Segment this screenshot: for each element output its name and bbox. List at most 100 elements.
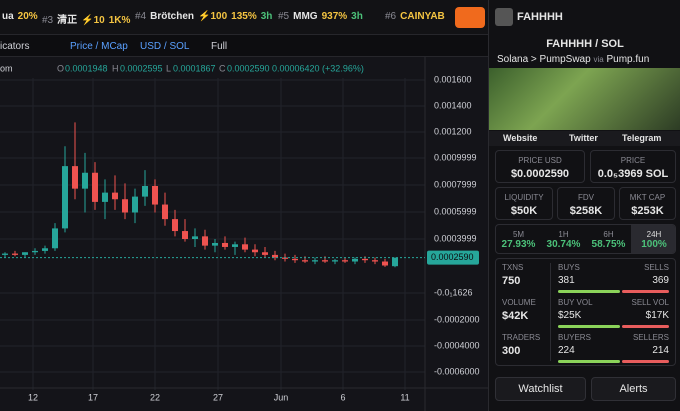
candle-body — [172, 219, 178, 232]
candle-body — [322, 260, 328, 262]
timeframe-tab[interactable]: 5M 27.93% — [496, 225, 541, 253]
stat-label: PRICE — [620, 156, 646, 165]
legend-low-label: L — [166, 63, 171, 73]
timeframe-label: 6H — [603, 230, 614, 239]
candle-body — [342, 260, 348, 262]
sell-ratio-bar — [622, 325, 669, 328]
price-label: 0.0005999 — [434, 206, 477, 216]
last-price-label: 0.0002590 — [431, 252, 474, 262]
candle-body — [202, 236, 208, 246]
price-label: -0.0002000 — [434, 314, 480, 324]
stat-box: PRICE 0.0₅3969 SOL — [590, 150, 676, 183]
candle-body — [102, 192, 108, 202]
rank: #6 — [385, 11, 397, 22]
stat-label: PRICE USD — [518, 156, 562, 165]
link-button[interactable]: Twitter — [569, 133, 598, 143]
sell-label: SELLERS — [632, 333, 669, 342]
sell-label: SELLS — [644, 263, 669, 272]
stat-box: FDV $258K — [557, 187, 615, 220]
candle-body — [362, 258, 368, 261]
stat-value: $0.0002590 — [510, 168, 570, 180]
link-button[interactable]: Website — [503, 133, 538, 143]
trending-button[interactable] — [455, 7, 485, 28]
dex[interactable]: PumpSwap — [539, 54, 591, 65]
candle-body — [12, 253, 18, 255]
token-change: 20% — [17, 11, 38, 22]
activity-label: TXNS — [502, 263, 524, 272]
price-label: 0.0003999 — [434, 233, 477, 243]
trending-item[interactable]: #6 CAINYAB — [385, 11, 449, 22]
legend-open: 0.0001948 — [65, 63, 108, 73]
stat-label: LIQUIDITY — [504, 193, 544, 202]
trending-item[interactable]: #5 MMG 937% 3h — [278, 11, 367, 22]
timeframe-tab[interactable]: 1H 30.74% — [541, 225, 586, 253]
buy-ratio-bar — [558, 290, 620, 293]
via: via — [593, 55, 604, 64]
candle-body — [292, 258, 298, 261]
buy-label: BUY VOL — [558, 298, 593, 307]
date-label: 6 — [340, 392, 345, 402]
buy-ratio-bar — [558, 360, 620, 363]
price-mcap-toggle[interactable]: Price / MCap — [70, 41, 128, 52]
candle-body — [22, 252, 28, 255]
candle-body — [242, 244, 248, 250]
buy-value: 224 — [558, 345, 575, 356]
candle-body — [212, 242, 218, 246]
candle-body — [392, 257, 398, 267]
timeframe-label: 1H — [558, 230, 569, 239]
age: 3h — [260, 11, 273, 22]
stat-label: FDV — [578, 193, 594, 202]
chart-toolbar: icators Price / MCap USD / SOL Full — [0, 35, 488, 57]
stat-box: MKT CAP $253K — [619, 187, 676, 220]
candle-body — [302, 260, 308, 262]
candle-body — [192, 236, 198, 239]
token-change: 135% — [231, 11, 257, 22]
indicators-button[interactable]: icators — [0, 41, 30, 52]
candle-body — [272, 254, 278, 258]
legend-change: 0.00006420 (+32.96%) — [272, 63, 364, 73]
launchpad[interactable]: Pump.fun — [606, 54, 650, 65]
timeframe-tab[interactable]: 6H 58.75% — [586, 225, 631, 253]
watchlist-button[interactable]: Watchlist — [495, 377, 586, 401]
candle-body — [162, 204, 168, 220]
price-label: 0.001200 — [434, 126, 472, 136]
timeframe-tab[interactable]: 24H 100% — [631, 225, 675, 253]
date-label: 27 — [213, 392, 223, 402]
price-label: 0.001400 — [434, 100, 472, 110]
legend-open-label: O — [57, 63, 64, 73]
candle-body — [122, 199, 128, 213]
legend-high-label: H — [112, 63, 119, 73]
stat-box: PRICE USD $0.0002590 — [495, 150, 585, 183]
token-name: Brötchen — [150, 11, 195, 22]
stat-box: LIQUIDITY $50K — [495, 187, 553, 220]
token-name: CAINYAB — [400, 11, 445, 22]
trending-item[interactable]: #4 Brötchen ⚡100 135% 3h — [135, 11, 276, 22]
divider — [550, 263, 551, 361]
full-button[interactable]: Full — [211, 41, 228, 52]
rank: #3 — [42, 15, 54, 26]
timeframe-change: 58.75% — [591, 239, 626, 250]
candle-body — [42, 248, 48, 251]
candle-body — [152, 186, 158, 205]
trending-bar: ua 20% #3 清正 ⚡10 1K% #4 Brötchen ⚡100 135% 3h #5… — [0, 0, 488, 35]
link-button[interactable]: Telegram — [622, 133, 662, 143]
chain[interactable]: Solana — [497, 54, 529, 65]
activity-label: VOLUME — [502, 298, 536, 307]
sell-value: 369 — [652, 275, 669, 286]
boost: ⚡100 — [198, 11, 228, 22]
date-label: 17 — [88, 392, 98, 402]
token-name: ua — [2, 11, 14, 22]
legend-close: 0.0002590 — [227, 63, 270, 73]
alerts-button[interactable]: Alerts — [591, 377, 676, 401]
activity-box: TXNS 750 BUYS 381 SELLS 369 VOLUME $42K BUY VOL $… — [495, 258, 676, 366]
trending-item[interactable]: ua 20% — [2, 11, 42, 22]
activity-value: $42K — [502, 310, 529, 322]
currency-toggle[interactable]: USD / SOL — [140, 41, 190, 52]
token-name: 清正 — [57, 15, 78, 26]
token-name: MMG — [293, 11, 318, 22]
stat-value: $258K — [569, 205, 603, 217]
candle-body — [182, 231, 188, 239]
stat-value: $50K — [510, 205, 538, 217]
price-label: -0.0006000 — [434, 366, 480, 376]
trending-item[interactable]: #3 清正 ⚡10 1K% — [42, 11, 134, 26]
